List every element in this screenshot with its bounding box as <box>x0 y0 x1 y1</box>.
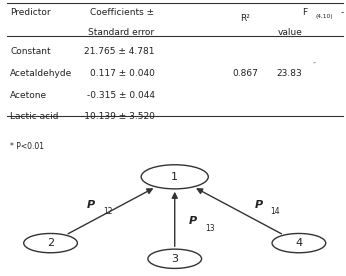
Text: Acetaldehyde: Acetaldehyde <box>10 69 73 78</box>
Text: Constant: Constant <box>10 47 51 56</box>
Text: Acetone: Acetone <box>10 91 47 100</box>
Text: 3: 3 <box>171 254 178 264</box>
Text: Lactic acid: Lactic acid <box>10 112 59 121</box>
Text: 4: 4 <box>295 238 302 248</box>
Text: R²: R² <box>240 14 250 23</box>
Text: P: P <box>189 216 197 226</box>
Text: 14: 14 <box>271 207 280 216</box>
Text: -0.315 ± 0.044: -0.315 ± 0.044 <box>86 91 155 100</box>
Text: 0.117 ± 0.040: 0.117 ± 0.040 <box>90 69 155 78</box>
Text: Coefficients ±: Coefficients ± <box>90 8 155 17</box>
Text: -10.139 ± 3.520: -10.139 ± 3.520 <box>81 112 155 121</box>
Text: P: P <box>255 200 263 209</box>
Text: 0.867: 0.867 <box>232 69 258 78</box>
Text: 2: 2 <box>47 238 54 248</box>
Text: 1: 1 <box>171 172 178 182</box>
Text: F: F <box>302 8 307 17</box>
Text: (4,10): (4,10) <box>316 14 333 19</box>
Text: 13: 13 <box>205 224 215 233</box>
Text: Predictor: Predictor <box>10 8 51 17</box>
Text: ’’: ’’ <box>312 62 316 67</box>
Text: Standard error: Standard error <box>89 28 155 37</box>
Text: 12: 12 <box>103 207 112 216</box>
Text: value: value <box>277 28 302 37</box>
Text: P: P <box>87 200 95 209</box>
Text: 23.83: 23.83 <box>276 69 302 78</box>
Text: 21.765 ± 4.781: 21.765 ± 4.781 <box>84 47 155 56</box>
Text: * P<0.01: * P<0.01 <box>10 142 44 151</box>
Text: -: - <box>341 8 344 17</box>
